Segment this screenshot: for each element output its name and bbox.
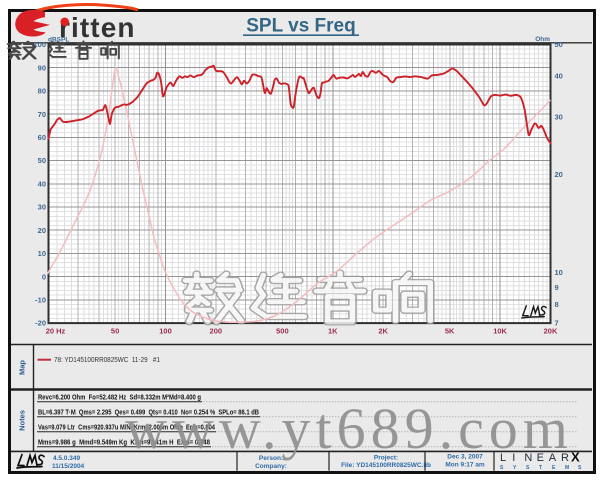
svg-text:20: 20 [38, 226, 46, 235]
svg-text:11/15/2004: 11/15/2004 [52, 463, 85, 470]
svg-text:7: 7 [555, 319, 559, 328]
svg-text:S: S [578, 465, 582, 471]
svg-text:X: X [571, 450, 580, 465]
svg-text:50: 50 [38, 156, 46, 165]
svg-text:T: T [539, 465, 542, 471]
svg-text:Person:: Person: [259, 455, 283, 462]
svg-text:S: S [500, 465, 504, 471]
svg-text:8: 8 [555, 300, 559, 309]
svg-text:N: N [524, 452, 532, 464]
svg-text:A: A [549, 452, 557, 464]
svg-text:20K: 20K [544, 327, 558, 336]
svg-text:5K: 5K [445, 327, 455, 336]
svg-text:ritten: ritten [59, 12, 136, 43]
svg-text:40: 40 [555, 72, 563, 81]
svg-text:100: 100 [159, 327, 172, 336]
svg-text:R: R [561, 452, 569, 464]
svg-text:Dec 3, 2007: Dec 3, 2007 [447, 454, 483, 461]
svg-text:Ohm: Ohm [535, 36, 550, 43]
svg-text:200: 200 [210, 327, 223, 336]
svg-text:30: 30 [555, 113, 563, 122]
svg-text:20 Hz: 20 Hz [46, 327, 66, 336]
svg-text:Map: Map [18, 360, 27, 375]
svg-text:500: 500 [276, 327, 289, 336]
svg-text:BL=6.397 T·M Qms= 2.295 Qes=: BL=6.397 T·M Qms= 2.295 Qes= 0.499 Qts= … [38, 410, 259, 417]
svg-text:60: 60 [38, 133, 46, 142]
svg-text:100: 100 [33, 40, 46, 49]
svg-text:www.yt689.com: www.yt689.com [125, 396, 573, 461]
svg-text:50: 50 [111, 327, 119, 336]
svg-text:dBSPL: dBSPL [48, 37, 69, 44]
svg-text:Revc=6.200 Ohm Fo=52.482 Hz: Revc=6.200 Ohm Fo=52.482 Hz Sd=8.332m M²… [38, 395, 201, 402]
svg-text:80: 80 [38, 87, 46, 96]
svg-text:-20: -20 [35, 319, 46, 328]
svg-text:40: 40 [38, 179, 46, 188]
svg-text:4.5.0.349: 4.5.0.349 [53, 455, 80, 462]
svg-text:Mon 9:17 am: Mon 9:17 am [445, 462, 485, 469]
svg-text:I: I [512, 452, 515, 464]
svg-text:-10: -10 [35, 296, 46, 305]
svg-text:2K: 2K [378, 327, 388, 336]
svg-text:30: 30 [38, 203, 46, 212]
svg-text:S: S [526, 465, 530, 471]
svg-text:70: 70 [38, 110, 46, 119]
svg-text:10K: 10K [493, 327, 507, 336]
svg-text:20: 20 [555, 170, 563, 179]
svg-text:78: YD145100RR0825WC 11-29: 78: YD145100RR0825WC 11-29 #1 [54, 357, 160, 364]
svg-text:File: YD145100RR0825WC.lib: File: YD145100RR0825WC.lib [341, 462, 431, 469]
svg-text:Company:: Company: [255, 463, 287, 470]
svg-text:M: M [565, 465, 569, 471]
svg-text:Y: Y [513, 465, 517, 471]
svg-text:0: 0 [42, 272, 46, 281]
svg-text:SPL vs Freq: SPL vs Freq [246, 16, 355, 37]
svg-text:Project:: Project: [374, 455, 398, 462]
svg-text:90: 90 [38, 63, 46, 72]
svg-text:E: E [552, 465, 556, 471]
svg-text:L: L [500, 452, 506, 464]
svg-text:E: E [537, 452, 544, 464]
svg-text:Notes: Notes [18, 410, 27, 431]
svg-text:Mms=9.986 g Mmd=9.549m Kg Kx: Mms=9.986 g Mmd=9.549m Kg Kxm=9.141m H E… [38, 440, 210, 447]
svg-text:10: 10 [38, 249, 46, 258]
svg-text:50: 50 [555, 40, 563, 49]
svg-text:Vas=9.079 Ltr Cms=920.937u M/: Vas=9.079 Ltr Cms=920.937u M/N Krm=2.005… [38, 425, 215, 432]
svg-text:9: 9 [555, 283, 559, 292]
svg-text:10: 10 [555, 268, 563, 277]
svg-text:1K: 1K [328, 327, 338, 336]
